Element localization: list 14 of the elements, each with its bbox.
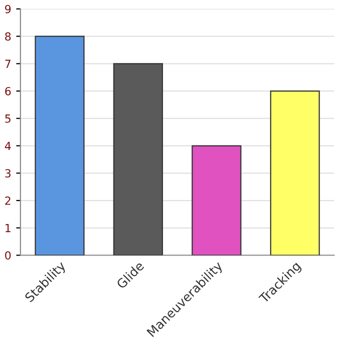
y-tick-label: 9 [5,4,11,14]
y-tick-label: 5 [5,114,10,123]
y-tick-label: 4 [4,142,11,150]
bar [270,90,320,256]
bar [113,63,163,256]
bar [34,36,85,256]
y-tick-label: 3 [5,169,11,178]
y-tick-label: 2 [5,196,10,205]
y-tick-label: 6 [5,87,11,96]
y-tick-label: 0 [5,251,11,260]
y-tick-label: 7 [5,60,10,68]
y-tick-label: 1 [6,224,10,232]
y-tick-label: 8 [5,32,11,41]
bar [192,145,242,256]
